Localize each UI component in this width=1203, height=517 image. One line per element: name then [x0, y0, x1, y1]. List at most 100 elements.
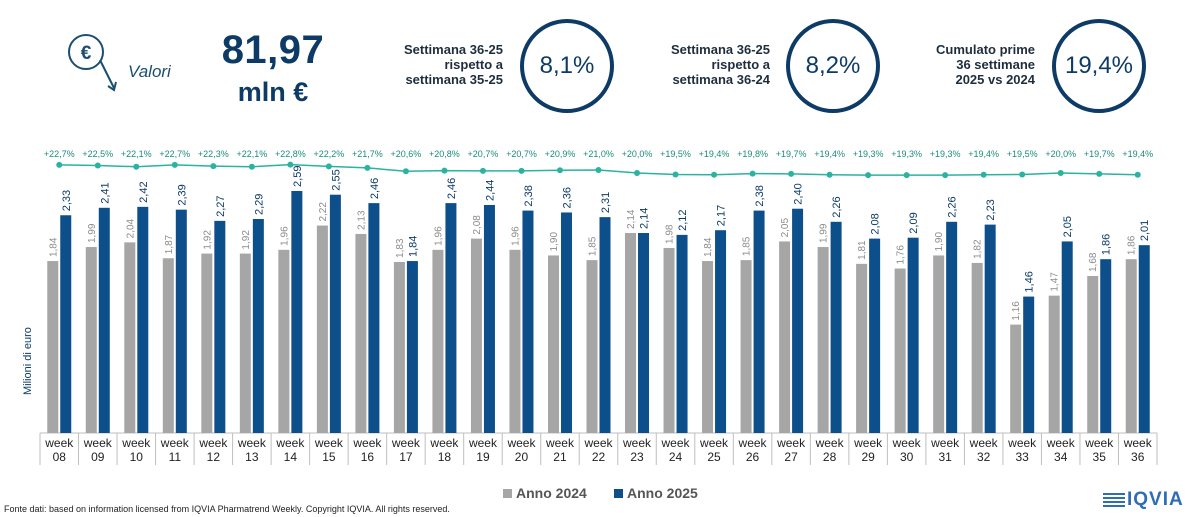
data-label-2024: 1,82 — [973, 239, 984, 259]
data-label-2024: 1,85 — [588, 236, 599, 256]
x-tick-label: week — [468, 436, 498, 450]
x-tick-label: 32 — [977, 450, 991, 464]
data-label-2024: 1,99 — [87, 223, 98, 243]
share-point — [287, 161, 294, 168]
logo-text: IQVIA — [1127, 489, 1184, 510]
x-tick-label: week — [237, 436, 267, 450]
x-tick-label: week — [275, 436, 305, 450]
data-label-2025: 2,01 — [1139, 220, 1151, 241]
data-label-2025: 1,46 — [1024, 271, 1036, 292]
x-tick-label: week — [892, 436, 922, 450]
stat-3-text: Cumulato prime 36 settimane 2025 vs 2024 — [885, 42, 1035, 87]
share-point — [749, 170, 756, 177]
data-label-2025: 2,26 — [831, 196, 843, 217]
x-tick-label: week — [930, 436, 960, 450]
data-label-2024: 2,13 — [356, 210, 367, 230]
x-tick-label: week — [506, 436, 536, 450]
stat-2-line-3: settimana 36-24 — [672, 72, 770, 87]
data-label-2024: 2,22 — [318, 202, 329, 222]
x-tick-label: week — [352, 436, 382, 450]
data-label-2025: 2,46 — [369, 178, 381, 199]
data-label-2025: 2,14 — [639, 208, 651, 229]
data-label-2025: 2,12 — [677, 209, 689, 230]
data-label-2024: 1,68 — [1088, 252, 1099, 272]
euro-down-icon: € — [66, 28, 126, 96]
data-label-2024: 1,47 — [1050, 272, 1061, 292]
stat-2-line-2: rispetto a — [711, 57, 770, 72]
bar-2024 — [586, 260, 598, 433]
data-label-2024: 1,90 — [549, 232, 560, 252]
data-label-2025: 2,55 — [330, 169, 342, 190]
share-point — [479, 167, 486, 174]
bar-2024 — [1048, 295, 1060, 433]
share-point — [402, 168, 409, 175]
stat-2-line-1: Settimana 36-25 — [671, 42, 770, 57]
data-label-2025: 2,38 — [754, 185, 766, 206]
stat-2-text: Settimana 36-25 rispetto a settimana 36-… — [620, 42, 770, 87]
stat-2-circle: 8,2% — [786, 19, 880, 113]
x-tick-label: 14 — [284, 450, 298, 464]
x-tick-label: 15 — [322, 450, 336, 464]
bar-2025 — [368, 203, 380, 433]
bar-2025 — [830, 221, 842, 433]
data-label-2024: 1,96 — [279, 226, 290, 246]
x-tick-label: 21 — [553, 450, 567, 464]
bar-2024 — [201, 253, 213, 433]
share-label: +20,0% — [622, 149, 653, 159]
stat-3-circle: 19,4% — [1052, 19, 1146, 113]
share-label: +19,4% — [814, 149, 845, 159]
x-tick-label: 34 — [1054, 450, 1068, 464]
x-tick-label: 31 — [938, 450, 952, 464]
bar-2024 — [162, 258, 174, 433]
data-label-2024: 1,84 — [48, 237, 59, 257]
share-label: +19,8% — [737, 149, 768, 159]
bar-2024 — [316, 225, 328, 433]
x-tick-label: 25 — [707, 450, 721, 464]
bar-2025 — [98, 207, 110, 433]
data-label-2025: 2,41 — [99, 182, 111, 203]
x-tick-label: week — [83, 436, 113, 450]
bar-2024 — [85, 247, 97, 433]
legend-item-2024: Anno 2024 — [503, 485, 587, 501]
x-tick-label: 30 — [900, 450, 914, 464]
data-label-2024: 2,14 — [626, 209, 637, 229]
stat-3-line-3: 2025 vs 2024 — [955, 72, 1035, 87]
bar-2024 — [47, 261, 59, 433]
share-label: +19,4% — [968, 149, 999, 159]
data-label-2025: 2,08 — [870, 213, 882, 234]
kpi-label: Valori — [128, 62, 171, 81]
data-label-2024: 1,81 — [857, 240, 868, 260]
bar-2025 — [753, 210, 765, 433]
x-tick-label: week — [853, 436, 883, 450]
x-tick-label: week — [1046, 436, 1076, 450]
share-label: +22,1% — [236, 149, 267, 159]
share-label: +19,7% — [1084, 149, 1115, 159]
data-label-2025: 2,29 — [253, 194, 265, 215]
bar-2025 — [329, 194, 341, 433]
bar-2024 — [509, 249, 521, 433]
legend-swatch-2025 — [614, 489, 623, 498]
bar-2025 — [1061, 241, 1073, 433]
share-label: +19,3% — [853, 149, 884, 159]
share-point — [711, 171, 718, 178]
x-tick-label: 24 — [669, 450, 683, 464]
bar-2024 — [393, 261, 405, 433]
share-point — [556, 167, 563, 174]
data-label-2025: 1,86 — [1101, 234, 1113, 255]
share-label: +20,9% — [545, 149, 576, 159]
bar-2025 — [1023, 296, 1035, 433]
data-label-2024: 2,08 — [472, 215, 483, 235]
share-label: +20,0% — [1045, 149, 1076, 159]
share-label: +22,5% — [82, 149, 113, 159]
x-tick-label: 22 — [592, 450, 606, 464]
x-tick-label: 11 — [169, 450, 182, 464]
data-label-2024: 1,87 — [164, 234, 175, 254]
share-label: +21,0% — [583, 149, 614, 159]
data-label-2024: 2,05 — [780, 218, 791, 238]
x-tick-label: week — [314, 436, 344, 450]
data-label-2024: 1,96 — [510, 226, 521, 246]
share-label: +19,4% — [699, 149, 730, 159]
share-point — [788, 170, 795, 177]
bar-2025 — [175, 209, 187, 433]
share-point — [942, 172, 949, 179]
